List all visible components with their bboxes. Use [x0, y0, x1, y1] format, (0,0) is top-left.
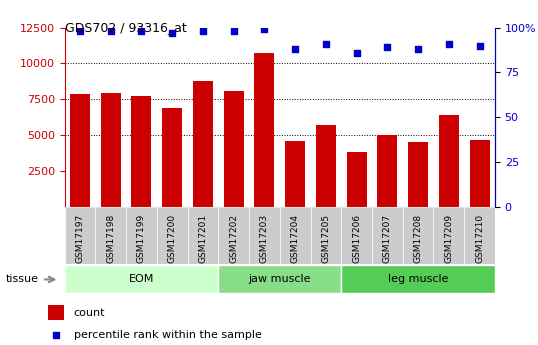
Bar	[464, 207, 495, 264]
Bar	[48, 305, 65, 320]
Bar	[254, 53, 274, 207]
Point	[168, 30, 176, 36]
Bar	[65, 266, 218, 293]
Bar	[188, 207, 218, 264]
Bar	[157, 207, 188, 264]
Text: leg muscle: leg muscle	[388, 275, 448, 284]
Bar	[218, 207, 249, 264]
Bar	[346, 152, 366, 207]
Bar	[224, 91, 244, 207]
Text: GSM17205: GSM17205	[321, 214, 330, 263]
Bar	[131, 96, 151, 207]
Bar	[285, 141, 305, 207]
Bar	[372, 207, 403, 264]
Point	[76, 28, 84, 34]
Text: GSM17197: GSM17197	[75, 214, 84, 263]
Point	[322, 41, 330, 47]
Point	[352, 50, 361, 56]
Bar	[310, 207, 341, 264]
Bar	[218, 266, 341, 293]
Point	[137, 28, 146, 34]
Bar	[316, 125, 336, 207]
Point	[199, 28, 207, 34]
Bar	[341, 207, 372, 264]
Bar	[403, 207, 434, 264]
Point	[260, 27, 268, 32]
Bar	[439, 115, 459, 207]
Text: GSM17210: GSM17210	[475, 214, 484, 263]
Bar	[249, 207, 280, 264]
Point	[444, 41, 453, 47]
Point	[229, 28, 238, 34]
Bar	[70, 93, 90, 207]
Bar	[193, 81, 213, 207]
Bar	[470, 139, 490, 207]
Text: GSM17204: GSM17204	[291, 214, 300, 263]
Text: GSM17198: GSM17198	[106, 214, 115, 263]
Text: GSM17203: GSM17203	[260, 214, 269, 263]
Text: jaw muscle: jaw muscle	[249, 275, 311, 284]
Bar	[162, 108, 182, 207]
Bar	[377, 135, 398, 207]
Text: GSM17207: GSM17207	[383, 214, 392, 263]
Bar	[341, 266, 495, 293]
Point	[107, 28, 115, 34]
Point	[414, 46, 422, 52]
Bar	[434, 207, 464, 264]
Bar	[65, 207, 95, 264]
Text: GSM17199: GSM17199	[137, 214, 146, 263]
Bar	[101, 93, 121, 207]
Bar	[408, 142, 428, 207]
Text: GSM17206: GSM17206	[352, 214, 361, 263]
Text: EOM: EOM	[129, 275, 154, 284]
Text: GSM17202: GSM17202	[229, 214, 238, 263]
Text: count: count	[74, 308, 105, 318]
Text: percentile rank within the sample: percentile rank within the sample	[74, 330, 261, 340]
Bar	[126, 207, 157, 264]
Text: GSM17209: GSM17209	[444, 214, 454, 263]
Text: GSM17200: GSM17200	[168, 214, 176, 263]
Bar	[95, 207, 126, 264]
Bar	[280, 207, 310, 264]
Point	[291, 46, 300, 52]
Text: GSM17208: GSM17208	[414, 214, 423, 263]
Text: GDS702 / 93316_at: GDS702 / 93316_at	[65, 21, 186, 34]
Text: tissue: tissue	[5, 275, 38, 284]
Point	[475, 43, 484, 48]
Text: GSM17201: GSM17201	[199, 214, 208, 263]
Point	[383, 45, 392, 50]
